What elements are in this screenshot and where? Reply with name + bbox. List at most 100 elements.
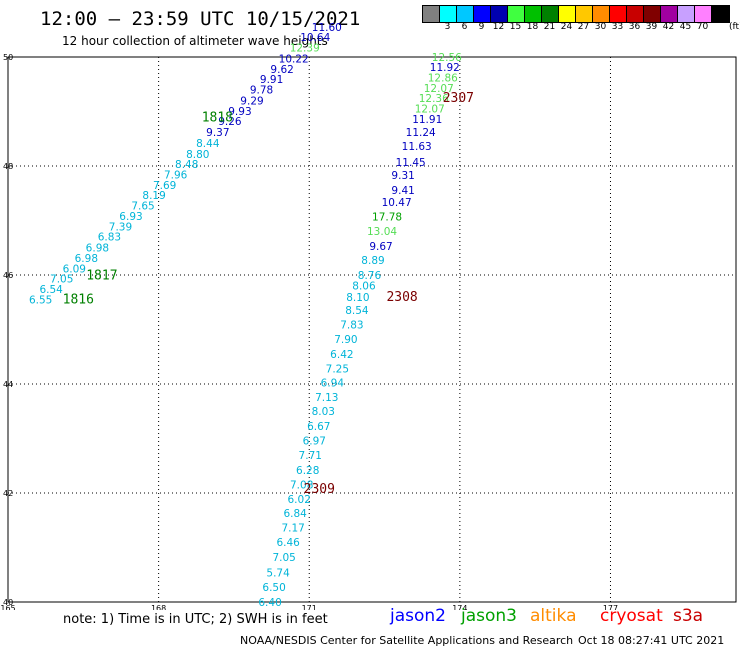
wave-height-value: 8.19 — [142, 190, 165, 202]
latitude-tick-label: 50 — [3, 53, 13, 62]
wave-height-value: 9.78 — [250, 85, 273, 97]
wave-height-value: 10.64 — [300, 32, 330, 44]
legend-swatch — [610, 6, 627, 22]
satellite-name-altika: altika — [530, 606, 577, 626]
wave-height-value: 6.94 — [321, 378, 345, 390]
wave-height-points: 6.556.547.056.096.986.986.837.396.937.65… — [29, 22, 462, 609]
wave-height-value: 7.25 — [326, 364, 349, 376]
wave-height-value: 11.92 — [430, 62, 460, 74]
pass-time-labels: 1816181718182307230823092310 — [63, 91, 474, 497]
wave-height-value: 12.36 — [419, 93, 449, 105]
wave-height-value: 11.91 — [412, 114, 442, 126]
wave-height-value: 7.17 — [281, 523, 304, 535]
pass-time-label: 2308 — [386, 290, 417, 305]
wave-height-value: 12.86 — [428, 73, 458, 85]
latitude-tick-label: 44 — [3, 380, 13, 389]
wave-height-value: 8.54 — [345, 305, 369, 317]
legend-tick-label: 6 — [461, 22, 468, 32]
wave-height-value: 6.93 — [119, 211, 142, 223]
wave-height-value: 8.80 — [186, 149, 209, 161]
legend-tick-label: 24 — [560, 22, 573, 32]
legend-tick-label: 70 — [696, 22, 709, 32]
latitude-tick-label: 48 — [3, 162, 13, 171]
wave-height-value: 9.37 — [206, 127, 229, 139]
legend-swatch — [695, 6, 712, 22]
wave-height-value: 12.56 — [432, 52, 462, 64]
footer-timestamp: Oct 18 08:27:41 UTC 2021 — [578, 634, 725, 647]
pass-time-label: 1818 — [202, 110, 233, 125]
legend-swatch — [542, 6, 559, 22]
wave-height-value: 6.98 — [86, 243, 109, 255]
axis-tick-labels: 165 168 171 174 177 50 48 46 44 42 40 — [0, 53, 618, 610]
wave-height-value: 6.83 — [98, 232, 121, 244]
wave-height-value: 8.10 — [346, 292, 369, 304]
wave-height-value: 9.29 — [240, 95, 263, 107]
wave-height-value: 6.42 — [330, 349, 353, 361]
legend-tick-label: 9 — [478, 22, 485, 32]
satellite-name-jason3: jason3 — [461, 606, 517, 626]
wave-height-value: 9.26 — [218, 116, 242, 128]
color-legend — [422, 5, 730, 23]
wave-height-value: 8.06 — [352, 281, 376, 293]
legend-tick-label: 15 — [509, 22, 522, 32]
satellite-name-jason2: jason2 — [390, 606, 446, 626]
wave-height-value: 6.02 — [288, 494, 311, 506]
longitude-tick-label: 177 — [603, 604, 618, 610]
legend-tick-label: 18 — [526, 22, 539, 32]
wave-height-value: 7.83 — [340, 319, 363, 331]
map-subtitle: 12 hour collection of altimeter wave hei… — [62, 34, 328, 48]
legend-swatch — [457, 6, 474, 22]
legend-swatch — [491, 6, 508, 22]
wave-height-value: 9.67 — [369, 241, 392, 253]
legend-tick-label: 36 — [628, 22, 641, 32]
legend-swatch — [508, 6, 525, 22]
wave-height-value: 9.91 — [260, 74, 283, 86]
wave-height-value: 6.40 — [258, 597, 281, 609]
legend-swatch — [712, 6, 729, 22]
wave-height-value: 6.46 — [276, 537, 300, 549]
satellite-name-cryosat: cryosat — [600, 606, 663, 626]
wave-height-value: 8.76 — [358, 270, 382, 282]
wave-height-value: 9.41 — [391, 185, 414, 197]
wave-height-value: 7.69 — [153, 180, 176, 192]
longitude-tick-label: 168 — [151, 604, 166, 610]
legend-swatch — [559, 6, 576, 22]
wave-height-value: 7.90 — [334, 334, 357, 346]
wave-height-value: 7.96 — [164, 170, 188, 182]
wave-height-value: 8.48 — [175, 159, 198, 171]
wave-height-value: 12.07 — [415, 104, 445, 116]
legend-swatch — [678, 6, 695, 22]
wave-height-value: 13.04 — [367, 226, 397, 238]
legend-tick-label: 12 — [492, 22, 505, 32]
legend-swatch — [644, 6, 661, 22]
wave-height-value: 5.74 — [266, 567, 290, 579]
wave-height-value: 7.71 — [299, 450, 322, 462]
latitude-tick-label: 42 — [3, 489, 13, 498]
longitude-tick-label: 171 — [302, 604, 317, 610]
wave-height-value: 7.05 — [272, 552, 295, 564]
pass-time-label: 1817 — [86, 268, 117, 283]
legend-swatch — [474, 6, 491, 22]
legend-tick-label: 33 — [611, 22, 624, 32]
wave-height-value: 8.44 — [196, 138, 220, 150]
legend-tick-label: 27 — [577, 22, 590, 32]
map-frame — [7, 56, 737, 603]
legend-tick-label: 30 — [594, 22, 607, 32]
latitude-tick-label: 40 — [3, 598, 13, 607]
legend-swatch — [576, 6, 593, 22]
latitude-tick-label: 46 — [3, 271, 13, 280]
pass-time-label: 1816 — [63, 292, 94, 307]
wave-height-value: 6.54 — [39, 284, 63, 296]
wave-height-value: 8.89 — [361, 255, 384, 267]
wave-height-value: 6.67 — [307, 421, 330, 433]
wave-height-value: 9.93 — [228, 106, 251, 118]
map-grid — [7, 56, 736, 603]
wave-height-value: 17.78 — [372, 212, 402, 224]
wave-height-value: 6.84 — [283, 508, 307, 520]
wave-height-value: 9.62 — [270, 64, 293, 76]
wave-height-value: 11.63 — [402, 141, 432, 153]
wave-height-value: 12.07 — [424, 83, 454, 95]
pass-time-label: 2307 — [443, 91, 474, 106]
legend-swatch — [593, 6, 610, 22]
wave-height-value: 10.47 — [382, 197, 412, 209]
